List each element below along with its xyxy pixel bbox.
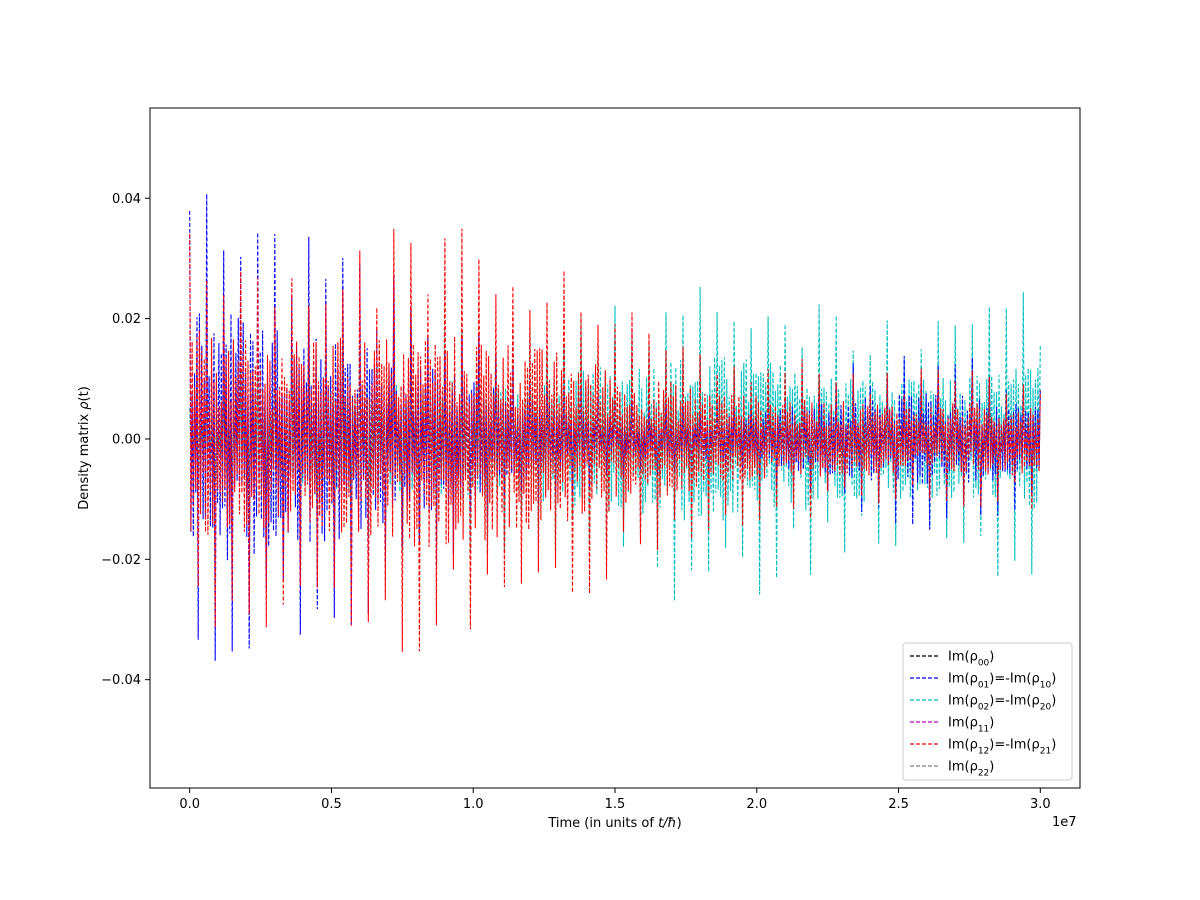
- legend-entry: Im(ρ01)=-Im(ρ10): [948, 672, 1056, 691]
- series-line-4: [189, 228, 1041, 652]
- series-layer: [189, 193, 1041, 661]
- x-tick-label: 1.0: [463, 797, 484, 812]
- y-tick-label: 0.00: [112, 432, 141, 447]
- legend-frame: [902, 642, 1073, 781]
- legend-entry: Im(ρ22): [948, 760, 994, 779]
- y-axis-label: Density matrix ρ(t): [77, 386, 92, 510]
- y-tick-label: 0.02: [112, 312, 141, 327]
- x-tick-label: 0.5: [321, 797, 342, 812]
- x-axis-label: Time (in units of t/ħ): [547, 816, 681, 831]
- x-tick-label: 1.5: [605, 797, 626, 812]
- x-offset-label: 1e7: [1052, 815, 1077, 830]
- plot-area: [149, 107, 1081, 789]
- x-tick-label: 0.0: [179, 797, 200, 812]
- x-tick-label: 3.0: [1030, 797, 1051, 812]
- y-tick-label: 0.04: [112, 192, 141, 207]
- legend-entry: Im(ρ00): [948, 650, 994, 669]
- legend-entry: Im(ρ12)=-Im(ρ21): [948, 738, 1056, 757]
- y-tick-label: −0.02: [101, 553, 141, 568]
- x-tick-label: 2.0: [746, 797, 767, 812]
- y-axis: −0.04 −0.02 0.00 0.02 0.04: [101, 192, 150, 688]
- legend-entry: Im(ρ02)=-Im(ρ20): [948, 694, 1056, 713]
- legend-entry: Im(ρ11): [948, 716, 994, 735]
- legend: Im(ρ00) Im(ρ01)=-Im(ρ10) Im(ρ02)=-Im(ρ20) I…: [902, 642, 1073, 781]
- x-axis: 0.0 0.5 1.0 1.5 2.0 2.5 3.0: [179, 788, 1051, 812]
- series-line-1: [189, 193, 1041, 661]
- y-tick-label: −0.04: [101, 673, 141, 688]
- x-tick-label: 2.5: [888, 797, 909, 812]
